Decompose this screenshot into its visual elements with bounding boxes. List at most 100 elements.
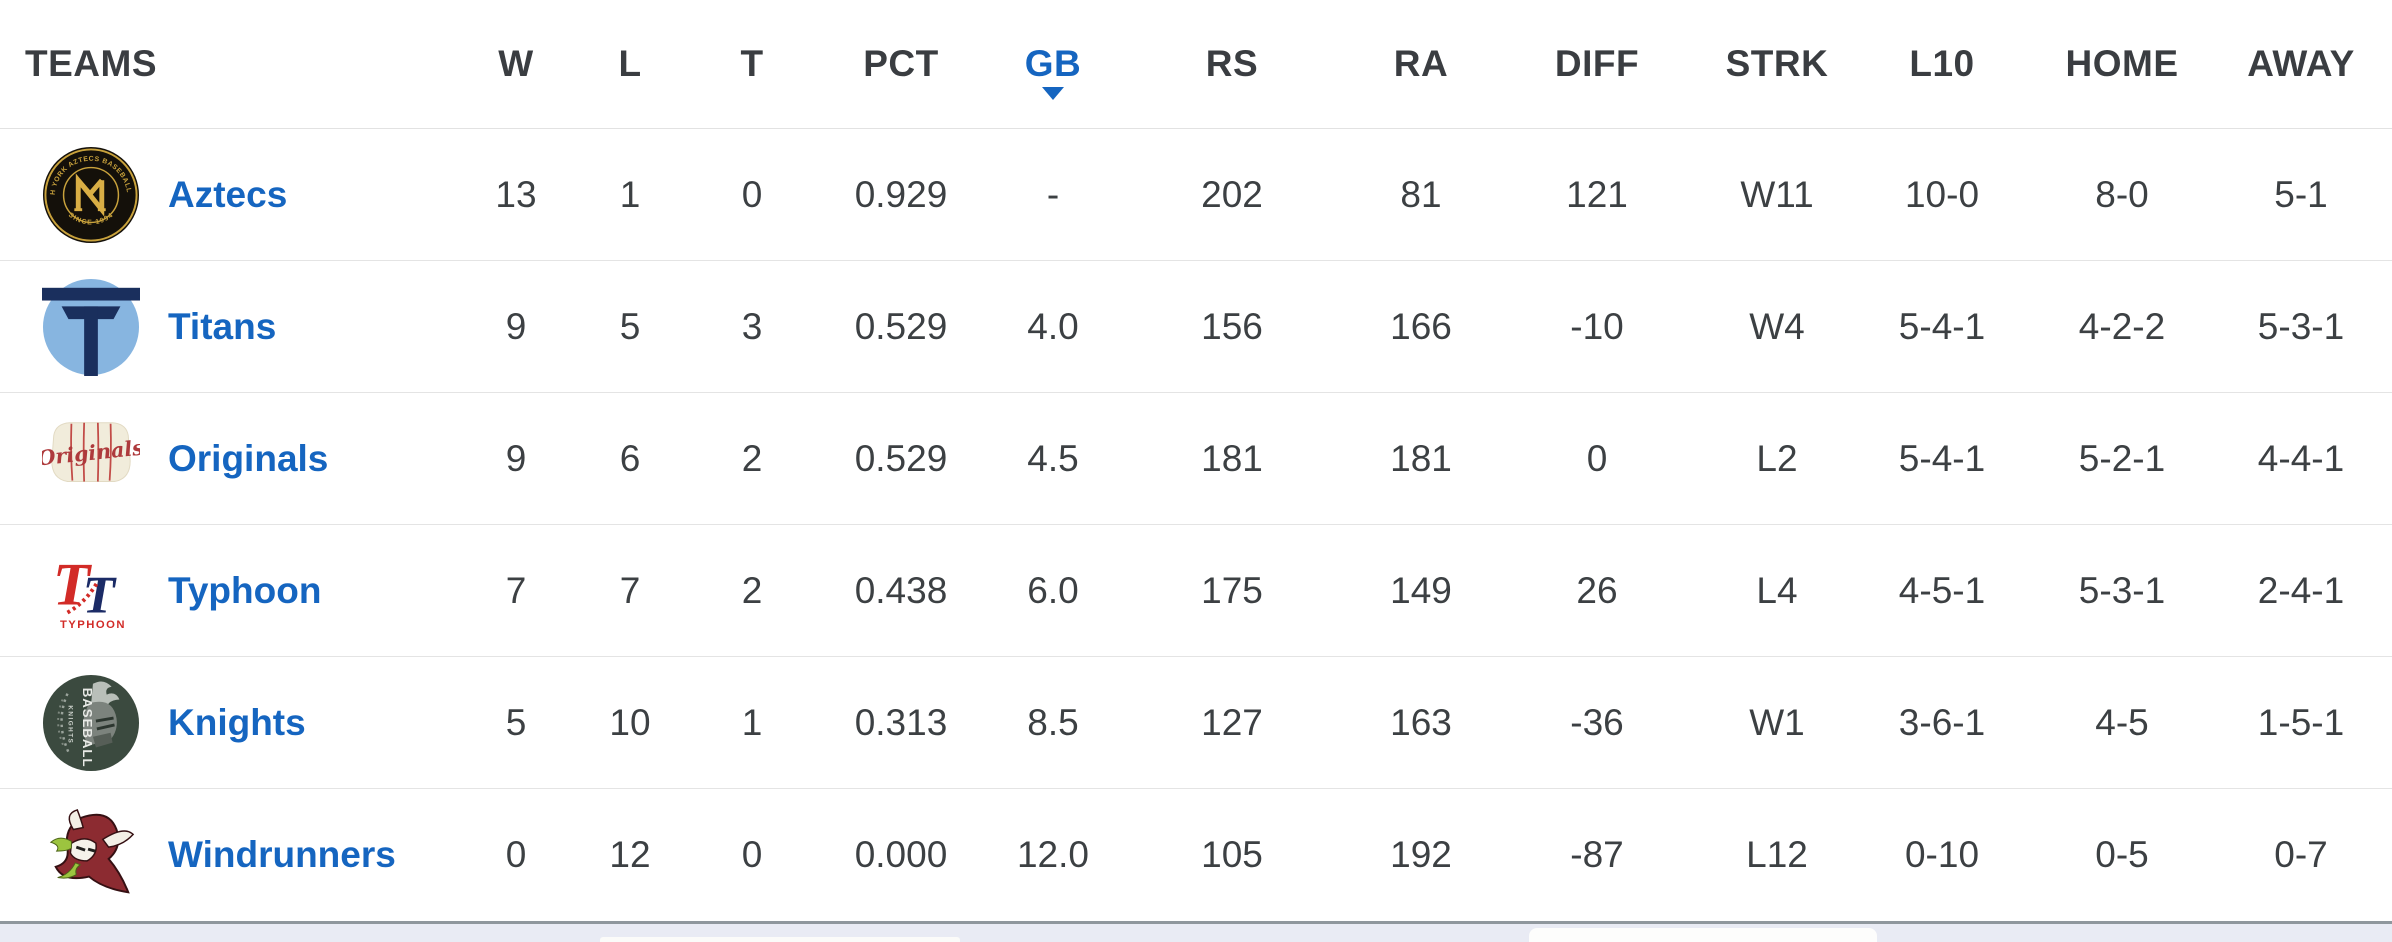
column-header-label: HOME (2065, 43, 2179, 84)
column-header-label: L (618, 43, 642, 84)
stat-pct: 0.000 (854, 834, 948, 875)
stat-home-record: 4-2-2 (2078, 305, 2166, 347)
column-header-label: PCT (863, 43, 939, 84)
stat-ties: 2 (741, 569, 763, 611)
stat-home-record: 5-3-1 (2078, 569, 2166, 611)
team-cell[interactable]: Originals Originals (0, 393, 446, 524)
column-header-away[interactable]: AWAY (2232, 0, 2370, 128)
column-header-label: W (498, 43, 534, 84)
standings-row: NORTH YORK AZTECS BASEBALL CLUB SINCE 19… (0, 129, 2392, 261)
stat-wins: 9 (505, 305, 527, 347)
standings-row: Titans 9 5 3 0.529 4.0 156 166 -10 W4 5-… (0, 261, 2392, 393)
standings-row: Windrunners 0 12 0 0.000 12.0 105 192 -8… (0, 789, 2392, 921)
team-cell[interactable]: NORTH YORK AZTECS BASEBALL CLUB SINCE 19… (0, 129, 446, 260)
svg-text:BASEBALL: BASEBALL (80, 687, 95, 767)
stat-away-record: 5-3-1 (2257, 305, 2345, 347)
stat-pct: 0.929 (854, 173, 948, 215)
column-header-strk[interactable]: STRK (1682, 0, 1872, 128)
stat-pct: 0.529 (854, 437, 948, 479)
stat-streak: W4 (1749, 305, 1805, 347)
stat-away-record: 1-5-1 (2257, 701, 2345, 743)
column-header-w[interactable]: W (446, 0, 586, 128)
team-name-link[interactable]: Knights (168, 701, 306, 743)
partial-element-right (1529, 928, 1877, 942)
stat-away-record: 2-4-1 (2257, 569, 2345, 611)
stat-streak: W1 (1749, 701, 1805, 743)
team-logo: BASEBALL KNIGHTS (42, 674, 140, 772)
originals-logo-graphic: Originals (42, 421, 140, 482)
team-name-link[interactable]: Titans (168, 305, 277, 347)
team-logo: NORTH YORK AZTECS BASEBALL CLUB SINCE 19… (42, 146, 140, 244)
team-name-link[interactable]: Typhoon (168, 569, 322, 611)
stat-last-10: 5-4-1 (1898, 437, 1986, 479)
stat-run-diff: 121 (1566, 173, 1628, 215)
svg-text:TYPHOON: TYPHOON (60, 619, 126, 631)
column-header-label: GB (1024, 43, 1082, 84)
stat-runs-against: 166 (1390, 305, 1452, 347)
stat-wins: 0 (505, 834, 527, 875)
column-header-label: AWAY (2247, 43, 2355, 84)
stat-away-record: 4-4-1 (2257, 437, 2345, 479)
stat-pct: 0.529 (854, 305, 948, 347)
column-header-label: STRK (1725, 43, 1829, 84)
stat-last-10: 3-6-1 (1898, 701, 1986, 743)
team-name-link[interactable]: Windrunners (168, 834, 396, 875)
partial-element-left (600, 937, 960, 942)
standings-row: T T TYPHOON Typhoon 7 7 2 0.438 6.0 175 … (0, 525, 2392, 657)
team-name-link[interactable]: Aztecs (168, 173, 288, 215)
stat-pct: 0.438 (854, 569, 948, 611)
stat-streak: L4 (1756, 569, 1798, 611)
stat-ties: 2 (741, 437, 763, 479)
stat-wins: 9 (505, 437, 527, 479)
column-header-label: RS (1205, 43, 1259, 84)
typhoon-logo-graphic: T T TYPHOON (53, 551, 126, 631)
stat-losses: 1 (619, 173, 641, 215)
stat-wins: 7 (505, 569, 527, 611)
column-header-rs[interactable]: RS (1134, 0, 1330, 128)
stat-runs-against: 163 (1390, 701, 1452, 743)
team-cell[interactable]: Titans (0, 261, 446, 392)
column-header-pct[interactable]: PCT (830, 0, 972, 128)
stat-games-back: - (1046, 173, 1060, 215)
column-header-t[interactable]: T (674, 0, 830, 128)
stat-runs-against: 192 (1390, 834, 1452, 875)
team-name-link[interactable]: Originals (168, 437, 329, 479)
stat-streak: W11 (1740, 173, 1814, 215)
svg-text:KNIGHTS: KNIGHTS (66, 705, 73, 744)
column-header-label: DIFF (1554, 43, 1640, 84)
stat-streak: L12 (1746, 834, 1808, 875)
stat-runs-scored: 105 (1201, 834, 1263, 875)
team-cell[interactable]: BASEBALL KNIGHTS Knights (0, 657, 446, 788)
column-header-l10[interactable]: L10 (1872, 0, 2012, 128)
column-header-home[interactable]: HOME (2012, 0, 2232, 128)
column-header-diff[interactable]: DIFF (1512, 0, 1682, 128)
stat-losses: 7 (619, 569, 641, 611)
stat-last-10: 0-10 (1904, 834, 1980, 875)
standings-body: NORTH YORK AZTECS BASEBALL CLUB SINCE 19… (0, 129, 2392, 921)
windrunners-logo-graphic (49, 809, 135, 894)
stat-runs-scored: 181 (1201, 437, 1263, 479)
team-cell[interactable]: Windrunners (0, 789, 446, 921)
sort-desc-icon (1042, 87, 1064, 100)
column-header-label: T (740, 43, 764, 84)
column-header-label: TEAMS (25, 43, 157, 84)
column-header-ra[interactable]: RA (1330, 0, 1512, 128)
team-cell[interactable]: T T TYPHOON Typhoon (0, 525, 446, 656)
stat-ties: 1 (741, 701, 763, 743)
stat-runs-scored: 175 (1201, 569, 1263, 611)
stat-games-back: 6.0 (1027, 569, 1079, 611)
column-header-team[interactable]: TEAMS (0, 0, 446, 128)
stat-home-record: 8-0 (2095, 173, 2149, 215)
team-logo: Originals (42, 410, 140, 508)
column-header-l[interactable]: L (586, 0, 674, 128)
stat-runs-against: 81 (1400, 173, 1442, 215)
stat-home-record: 4-5 (2095, 701, 2149, 743)
team-logo: T T TYPHOON (42, 542, 140, 640)
stat-ties: 0 (741, 834, 763, 875)
standings-header: TEAMS W L T PCT GB RS RA DIFF STRK L10 HOME AWAY (0, 0, 2392, 129)
column-header-gb[interactable]: GB (972, 0, 1134, 128)
stat-games-back: 4.5 (1027, 437, 1079, 479)
team-logo (42, 278, 140, 376)
stat-wins: 5 (505, 701, 527, 743)
stat-last-10: 4-5-1 (1898, 569, 1986, 611)
